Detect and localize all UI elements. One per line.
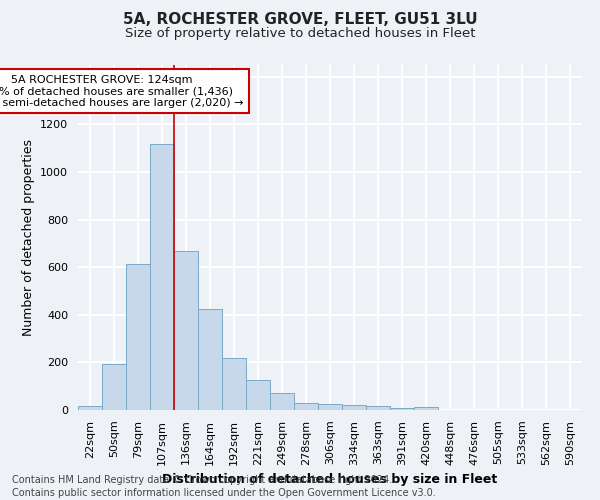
Bar <box>222 358 246 410</box>
Bar <box>270 392 294 410</box>
X-axis label: Distribution of detached houses by size in Fleet: Distribution of detached houses by size … <box>163 473 497 486</box>
Bar <box>318 404 342 410</box>
Bar <box>198 309 222 410</box>
Bar <box>342 405 366 410</box>
Text: Contains HM Land Registry data © Crown copyright and database right 2024.: Contains HM Land Registry data © Crown c… <box>12 475 392 485</box>
Bar <box>102 364 126 410</box>
Bar <box>150 144 174 410</box>
Y-axis label: Number of detached properties: Number of detached properties <box>22 139 35 336</box>
Bar <box>246 380 270 410</box>
Bar <box>294 403 318 410</box>
Bar <box>78 406 102 410</box>
Bar <box>414 407 438 410</box>
Bar <box>366 406 390 410</box>
Bar <box>174 250 198 410</box>
Text: Size of property relative to detached houses in Fleet: Size of property relative to detached ho… <box>125 28 475 40</box>
Bar <box>126 264 150 410</box>
Text: 5A ROCHESTER GROVE: 124sqm
← 41% of detached houses are smaller (1,436)
58% of s: 5A ROCHESTER GROVE: 124sqm ← 41% of deta… <box>0 74 244 108</box>
Bar <box>390 408 414 410</box>
Text: Contains public sector information licensed under the Open Government Licence v3: Contains public sector information licen… <box>12 488 436 498</box>
Text: 5A, ROCHESTER GROVE, FLEET, GU51 3LU: 5A, ROCHESTER GROVE, FLEET, GU51 3LU <box>122 12 478 28</box>
